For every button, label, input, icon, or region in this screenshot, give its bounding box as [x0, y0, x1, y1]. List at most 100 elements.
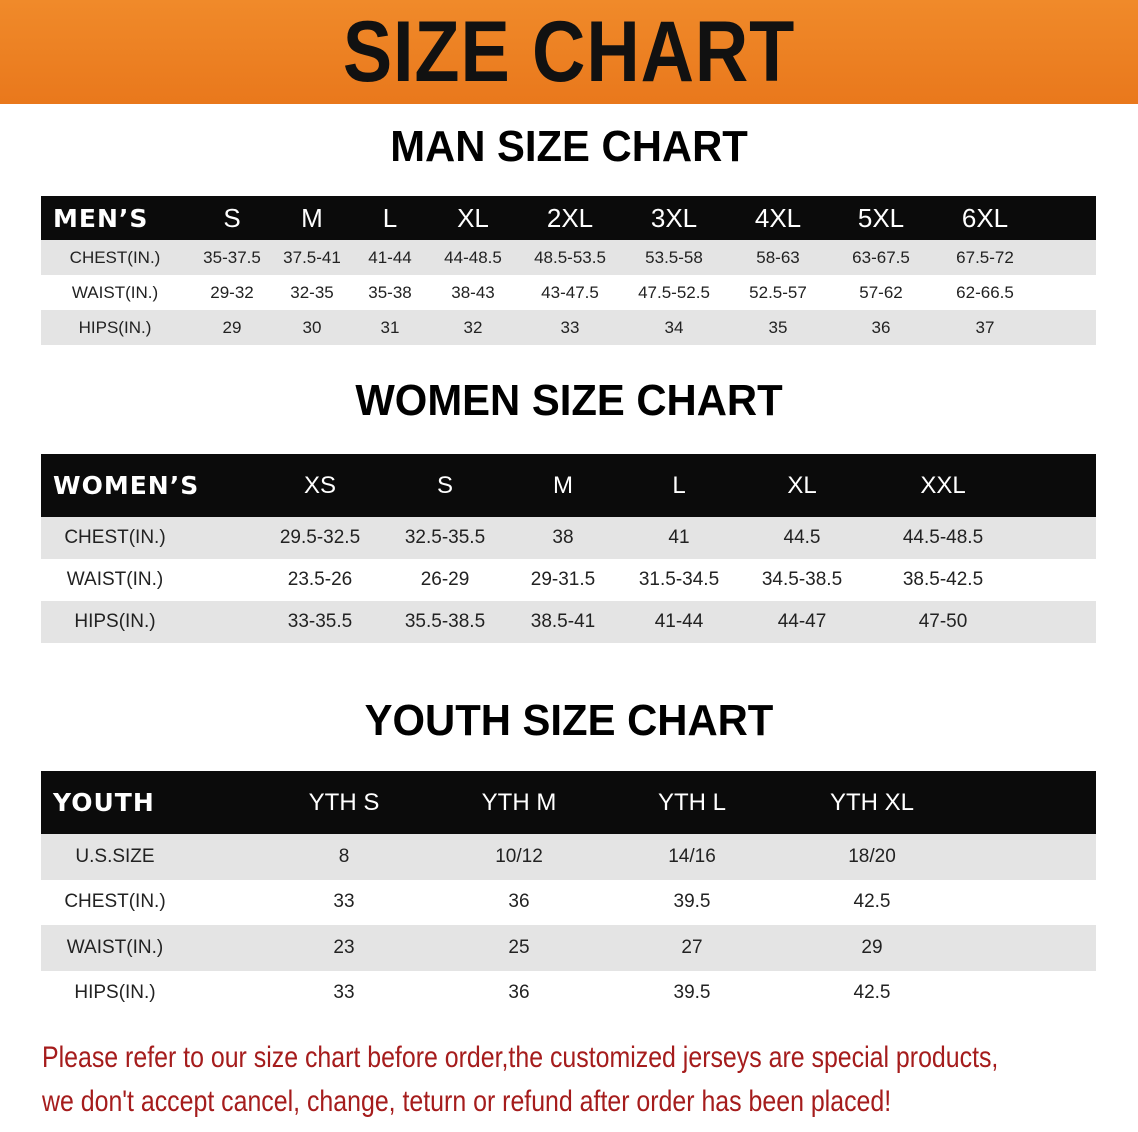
measurement-value: 41: [668, 527, 690, 548]
measurement-value: 38: [552, 527, 574, 548]
measurement-value: 35-37.5: [203, 247, 261, 267]
measurement-value: 14/16: [668, 845, 716, 867]
men-section-title: MAN SIZE CHART: [390, 122, 748, 171]
measurement-value: 29.5-32.5: [279, 527, 361, 548]
measurement-value: 32.5-35.5: [404, 527, 486, 548]
order-notice-line-2: we don't accept cancel, change, teturn o…: [42, 1085, 892, 1118]
measurement-value: 38.5-42.5: [902, 569, 984, 590]
women-table-row: HIPS(IN.) 33-35.5 35.5-38.5 38.5-41 41-44 44-…: [41, 601, 1096, 643]
men-size-header: 3XL: [650, 202, 698, 233]
measurement-value: 37.5-41: [283, 247, 341, 267]
men-table-row: WAIST(IN.) 29-32 32-35 35-38 38-43 43-47.5 47.…: [41, 275, 1096, 310]
youth-section-title: YOUTH SIZE CHART: [364, 696, 774, 745]
men-size-header: 6XL: [961, 202, 1009, 233]
measurement-value: 48.5-53.5: [534, 247, 606, 267]
men-header-row: MEN’S S M L XL 2XL 3XL 4XL 5XL 6XL: [41, 196, 1096, 240]
women-header-row: WOMEN’S XS S M L XL XXL: [41, 454, 1096, 517]
measurement-value: 29-31.5: [530, 569, 596, 590]
measurement-value: 36: [871, 317, 891, 337]
women-size-table: WOMEN’S XS S M L XL XXL CHEST(IN.) 29.5-32.5 32.5…: [41, 454, 1096, 643]
measurement-label: WAIST(IN.): [66, 569, 164, 590]
measurement-value: 33: [333, 982, 355, 1004]
measurement-value: 32-35: [290, 282, 334, 302]
women-section-title: WOMEN SIZE CHART: [355, 376, 783, 425]
measurement-value: 37: [975, 317, 995, 337]
measurement-value: 29: [222, 317, 242, 337]
measurement-value: 30: [302, 317, 322, 337]
order-notice-line-1: Please refer to our size chart before or…: [42, 1041, 999, 1074]
youth-header-row: YOUTH YTH S YTH M YTH L YTH XL: [41, 771, 1096, 834]
measurement-value: 31.5-34.5: [638, 569, 720, 590]
women-size-header: XL: [787, 471, 817, 499]
women-table-row: WAIST(IN.) 23.5-26 26-29 29-31.5 31.5-34.5 34…: [41, 559, 1096, 601]
measurement-value: 34.5-38.5: [761, 569, 843, 590]
main-title: SIZE CHART: [342, 3, 796, 100]
measurement-label: CHEST(IN.): [69, 247, 161, 267]
measurement-value: 18/20: [848, 845, 896, 867]
women-size-header: L: [672, 471, 686, 499]
women-size-header: M: [553, 471, 573, 499]
measurement-value: 23: [333, 936, 355, 958]
measurement-value: 35: [768, 317, 788, 337]
measurement-value: 36: [508, 982, 530, 1004]
measurement-label: WAIST(IN.): [66, 936, 164, 958]
men-size-header: 5XL: [857, 202, 905, 233]
measurement-value: 34: [664, 317, 684, 337]
measurement-value: 26-29: [420, 569, 470, 590]
measurement-label: CHEST(IN.): [64, 527, 166, 548]
measurement-value: 44.5-48.5: [902, 527, 984, 548]
measurement-value: 39.5: [673, 891, 711, 913]
measurement-value: 43-47.5: [541, 282, 599, 302]
measurement-value: 58-63: [756, 247, 800, 267]
youth-size-header: YTH XL: [829, 788, 915, 816]
measurement-label: HIPS(IN.): [74, 982, 156, 1004]
measurement-value: 31: [380, 317, 400, 337]
size-chart-banner: SIZE CHART: [0, 0, 1138, 104]
measurement-value: 33-35.5: [287, 611, 353, 632]
measurement-value: 23.5-26: [287, 569, 353, 590]
measurement-value: 38.5-41: [530, 611, 596, 632]
women-size-header: XS: [303, 471, 337, 499]
youth-size-header: YTH S: [308, 788, 380, 816]
men-header-label: MEN’S: [53, 203, 149, 233]
youth-size-table: YOUTH YTH S YTH M YTH L YTH XL U.S.SIZE 8 10/12…: [41, 771, 1096, 1016]
measurement-value: 57-62: [859, 282, 903, 302]
measurement-label: HIPS(IN.): [78, 317, 152, 337]
measurement-value: 41-44: [654, 611, 704, 632]
measurement-value: 44-47: [777, 611, 827, 632]
measurement-value: 38-43: [451, 282, 495, 302]
measurement-value: 25: [508, 936, 530, 958]
measurement-value: 41-44: [368, 247, 412, 267]
men-size-header: 2XL: [546, 202, 594, 233]
measurement-value: 32: [463, 317, 483, 337]
women-size-header: XXL: [920, 471, 966, 499]
measurement-label: CHEST(IN.): [64, 891, 166, 913]
measurement-value: 44.5: [783, 527, 821, 548]
men-size-header: L: [382, 202, 398, 233]
men-table-row: HIPS(IN.) 29 30 31 32 33 34 35 36 37: [41, 310, 1096, 345]
measurement-value: 10/12: [495, 845, 543, 867]
women-table-row: CHEST(IN.) 29.5-32.5 32.5-35.5 38 41 44.5 44.5…: [41, 517, 1096, 559]
measurement-value: 27: [681, 936, 703, 958]
youth-size-header: YTH L: [657, 788, 727, 816]
measurement-value: 63-67.5: [852, 247, 910, 267]
measurement-value: 33: [560, 317, 580, 337]
youth-header-label: YOUTH: [53, 788, 155, 817]
measurement-value: 39.5: [673, 982, 711, 1004]
order-notice: Please refer to our size chart before or…: [42, 1036, 1121, 1124]
measurement-value: 42.5: [853, 891, 891, 913]
youth-table-row: WAIST(IN.) 23 25 27 29: [41, 925, 1096, 971]
measurement-value: 29-32: [210, 282, 254, 302]
measurement-label: WAIST(IN.): [71, 282, 159, 302]
women-header-label: WOMEN’S: [53, 471, 200, 500]
youth-size-header: YTH M: [481, 788, 557, 816]
youth-table-row: U.S.SIZE 8 10/12 14/16 18/20: [41, 834, 1096, 880]
youth-table-row: HIPS(IN.) 33 36 39.5 42.5: [41, 970, 1096, 1016]
measurement-value: 52.5-57: [749, 282, 807, 302]
measurement-label: U.S.SIZE: [75, 845, 155, 867]
measurement-value: 44-48.5: [444, 247, 502, 267]
measurement-value: 62-66.5: [956, 282, 1014, 302]
men-table-row: CHEST(IN.) 35-37.5 37.5-41 41-44 44-48.5 48.5…: [41, 240, 1096, 275]
measurement-value: 33: [333, 891, 355, 913]
measurement-value: 47-50: [918, 611, 968, 632]
